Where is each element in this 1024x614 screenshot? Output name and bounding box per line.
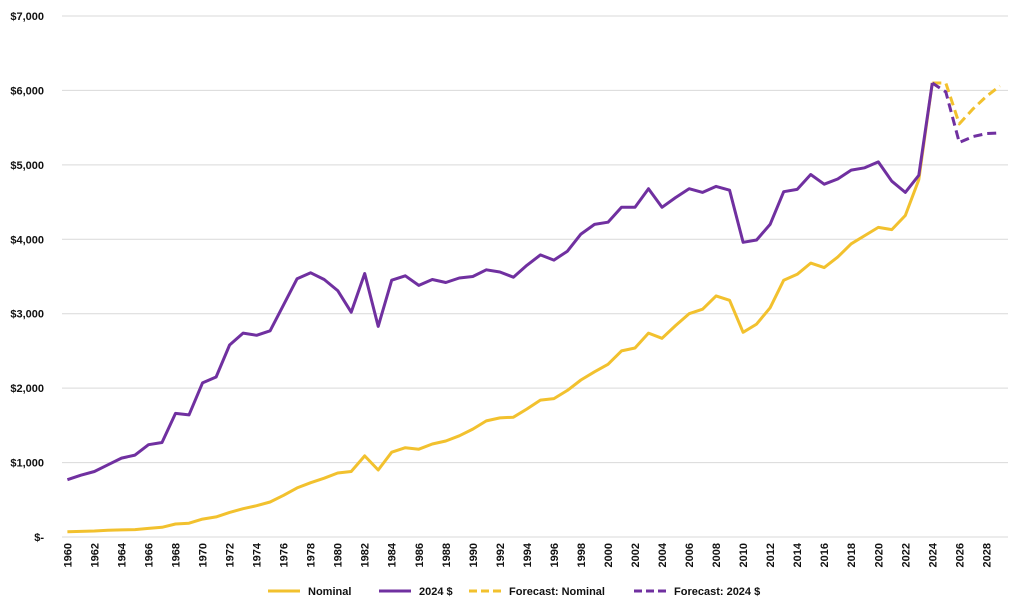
x-tick-label: 2026	[954, 543, 966, 567]
legend-label: Forecast: 2024 $	[674, 586, 760, 598]
y-tick-label: $3,000	[10, 309, 44, 321]
x-tick-label: 2014	[792, 542, 804, 567]
x-tick-label: 1964	[116, 542, 128, 567]
y-axis: $- $1,000 $2,000 $3,000 $4,000 $5,000 $6,000 $7…	[10, 11, 44, 544]
series-line-0	[67, 82, 934, 534]
x-tick-label: 1982	[360, 543, 372, 567]
x-tick-label: 1962	[89, 543, 101, 567]
x-tick-label: 1996	[549, 543, 561, 567]
x-tick-label: 2004	[657, 542, 669, 567]
legend-label: 2024 $	[419, 586, 453, 598]
y-tick-label: $1,000	[10, 458, 44, 470]
y-tick-label: $5,000	[10, 160, 44, 172]
series-line-3	[931, 81, 1000, 144]
legend: Nominal 2024 $ Forecast: Nominal Forecast: …	[268, 586, 760, 598]
x-tick-label: 2012	[765, 543, 777, 567]
y-tick-label: $7,000	[10, 11, 44, 23]
x-tick-label: 1990	[468, 543, 480, 567]
x-tick-label: 2016	[819, 543, 831, 567]
x-tick-label: 2010	[738, 543, 750, 567]
x-tick-label: 1992	[495, 543, 507, 567]
x-tick-label: 2028	[981, 543, 993, 567]
x-tick-label: 2008	[711, 543, 723, 567]
y-tick-label: $2,000	[10, 383, 44, 395]
x-tick-label: 1960	[62, 543, 74, 567]
x-tick-label: 1994	[522, 542, 534, 567]
x-tick-label: 2002	[630, 543, 642, 567]
legend-label: Forecast: Nominal	[509, 586, 605, 598]
y-tick-label: $6,000	[10, 85, 44, 97]
x-tick-label: 1984	[387, 542, 399, 567]
x-tick-label: 1966	[143, 543, 155, 567]
x-tick-label: 1986	[414, 543, 426, 567]
series-line-1	[66, 82, 934, 482]
x-tick-label: 1980	[333, 543, 345, 567]
x-tick-label: 2024	[927, 542, 939, 567]
x-tick-label: 2018	[846, 543, 858, 567]
series-line-2	[932, 81, 1001, 126]
x-tick-label: 1988	[441, 543, 453, 567]
x-tick-label: 1974	[252, 542, 264, 567]
x-tick-label: 2006	[684, 543, 696, 567]
x-tick-label: 1972	[225, 543, 237, 567]
legend-label: Nominal	[308, 586, 351, 598]
y-tick-label: $-	[34, 532, 44, 544]
x-tick-label: 1968	[171, 543, 183, 567]
x-tick-label: 1970	[198, 543, 210, 567]
gridlines	[62, 15, 1008, 538]
x-tick-label: 2022	[900, 543, 912, 567]
x-axis: 1960 1962 1964 1966 1968 1970 1972 1974 1976 1978…	[62, 542, 993, 567]
x-tick-label: 1998	[576, 543, 588, 567]
x-tick-label: 2000	[603, 543, 615, 567]
x-tick-label: 1978	[306, 543, 318, 567]
x-tick-label: 2020	[873, 543, 885, 567]
y-tick-label: $4,000	[10, 234, 44, 246]
series-lines	[66, 81, 1001, 534]
x-tick-label: 1976	[279, 543, 291, 567]
